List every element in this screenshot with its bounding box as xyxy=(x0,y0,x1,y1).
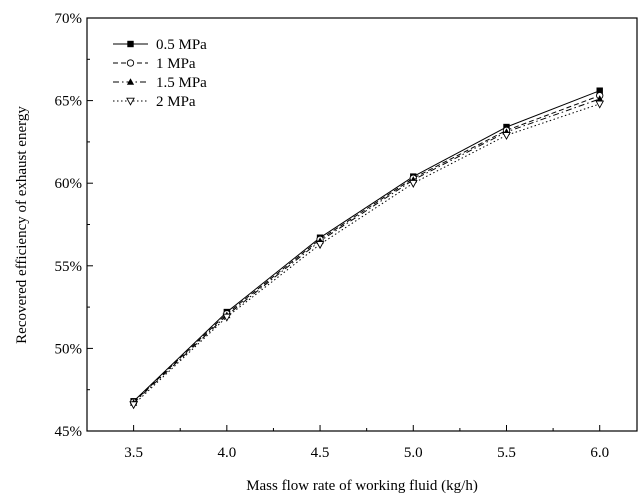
x-tick-label: 3.5 xyxy=(124,445,143,461)
series-line xyxy=(133,95,600,403)
y-tick-label: 45% xyxy=(55,424,83,440)
y-tick-label: 50% xyxy=(55,341,83,357)
x-tick-label: 4.5 xyxy=(311,445,330,461)
y-tick-label: 55% xyxy=(55,259,83,275)
series-0 xyxy=(130,87,603,405)
legend: 0.5 MPa 1 MPa 1.5 MPa 2 MPa xyxy=(113,37,207,110)
legend-label: 2 MPa xyxy=(156,94,196,110)
y-axis: 45% 50% 55% 60% 65% 70% xyxy=(55,11,93,440)
marker-square xyxy=(596,87,603,94)
x-tick-label: 6.0 xyxy=(590,445,609,461)
x-tick-label: 5.5 xyxy=(497,445,516,461)
x-axis-title: Mass flow rate of working fluid (kg/h) xyxy=(246,478,478,494)
y-tick-label: 70% xyxy=(55,11,83,27)
marker-circle xyxy=(126,59,135,67)
series-2 xyxy=(130,95,604,406)
y-axis-title: Recovered efficiency of exhaust energy xyxy=(14,106,30,344)
series-3 xyxy=(129,100,605,410)
series-line xyxy=(133,90,600,402)
x-axis: 3.5 4.0 4.5 5.0 5.5 6.0 xyxy=(124,425,609,461)
marker-triangle-up xyxy=(126,78,135,85)
marker-triangle-down xyxy=(126,97,135,106)
series-line xyxy=(133,103,600,405)
marker-square xyxy=(127,40,134,48)
y-tick-label: 65% xyxy=(55,94,83,110)
series-1 xyxy=(129,91,604,406)
legend-label: 1.5 MPa xyxy=(156,75,207,91)
series-line xyxy=(133,98,600,404)
x-tick-label: 5.0 xyxy=(404,445,423,461)
y-tick-label: 60% xyxy=(55,176,83,192)
x-tick-label: 4.0 xyxy=(217,445,236,461)
marker-triangle-up xyxy=(596,95,604,102)
marker-triangle-down xyxy=(595,100,605,109)
marker-triangle-down xyxy=(408,179,418,188)
marker-triangle-down xyxy=(129,401,138,410)
marker-triangle-down xyxy=(315,241,325,250)
legend-label: 0.5 MPa xyxy=(156,37,207,53)
legend-label: 1 MPa xyxy=(156,56,196,72)
marker-triangle-down xyxy=(222,313,232,322)
marker-triangle-down xyxy=(502,132,511,141)
series-layer xyxy=(129,87,605,410)
